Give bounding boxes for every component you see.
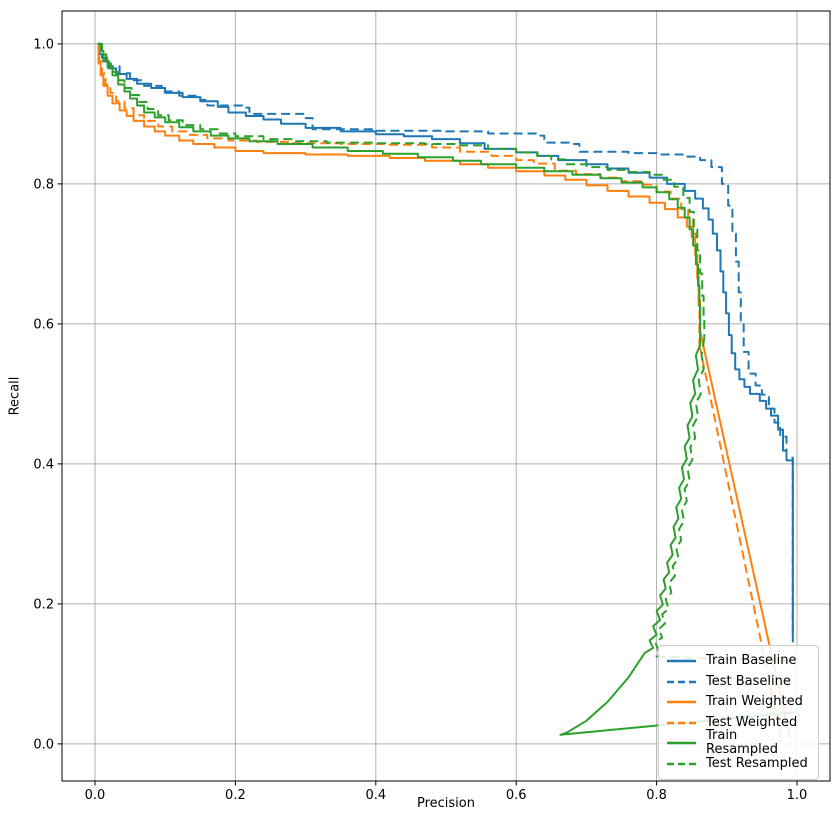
y-tick-label: 0.2	[33, 597, 54, 612]
x-tick-label: 0.8	[646, 788, 667, 803]
curve-train-weighted	[97, 42, 702, 331]
legend-entry-train-weighted: Train Weighted	[666, 692, 811, 713]
x-tick-label: 0.2	[225, 788, 246, 803]
y-tick-label: 0.6	[33, 317, 54, 332]
legend-entry-test-baseline: Test Baseline	[666, 672, 811, 693]
curve-train-baseline	[97, 42, 794, 479]
curve-test-weighted	[97, 42, 701, 345]
legend-line-swatch	[667, 762, 696, 766]
x-tick-label: 0.4	[365, 788, 386, 803]
curve-train-resampled	[97, 42, 702, 331]
legend: Train Baseline Test Baseline Train Weighte…	[658, 645, 819, 780]
legend-line-swatch	[667, 741, 696, 745]
legend-entry-train-resampled: Train Resampled	[666, 729, 811, 757]
legend-label: Train Baseline	[706, 653, 797, 669]
curve-test-resampled	[98, 42, 706, 338]
x-tick-label: 0.0	[85, 788, 106, 803]
y-tick-label: 0.0	[33, 737, 54, 752]
legend-label: Test Baseline	[706, 673, 791, 689]
legend-line-swatch	[667, 680, 696, 684]
legend-line-swatch	[667, 700, 696, 704]
y-axis-label: Recall	[7, 376, 23, 416]
legend-entry-test-weighted: Test Weighted	[666, 713, 811, 734]
y-tick-label: 0.4	[33, 457, 54, 472]
x-tick-label: 0.6	[506, 788, 527, 803]
legend-entry-test-resampled: Test Resampled	[666, 754, 811, 775]
legend-line-swatch	[667, 659, 696, 663]
legend-label: Train Resampled	[706, 728, 778, 758]
curve-train-resampled	[559, 330, 794, 736]
legend-entry-train-baseline: Train Baseline	[666, 651, 811, 672]
x-tick-label: 1.0	[787, 788, 808, 803]
y-tick-label: 1.0	[33, 37, 54, 52]
axes-spines	[61, 10, 831, 782]
curve-test-baseline	[99, 42, 794, 471]
legend-line-swatch	[667, 721, 696, 725]
legend-label: Test Resampled	[706, 755, 808, 771]
x-axis-label: Precision	[416, 796, 475, 811]
curve-test-resampled	[654, 337, 794, 663]
y-tick-label: 0.8	[33, 177, 54, 192]
legend-label: Test Weighted	[706, 714, 798, 730]
legend-label: Train Weighted	[706, 694, 803, 710]
